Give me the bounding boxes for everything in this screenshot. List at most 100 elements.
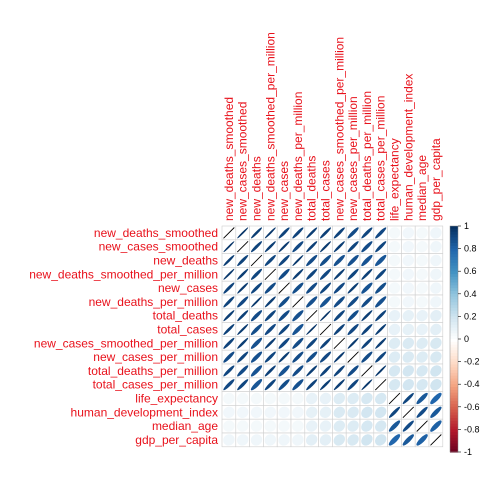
correlation-ellipse [375,406,387,418]
correlation-ellipse [430,254,442,267]
colorbar-segment [450,293,458,298]
correlation-ellipse [278,241,290,253]
diagonal-mark [319,323,332,336]
correlation-ellipse [237,351,249,363]
correlation-ellipse [402,323,414,336]
diagonal-mark [361,365,373,377]
correlation-ellipse [388,420,401,432]
correlation-ellipse [430,420,442,432]
correlation-ellipse [223,365,235,377]
colorbar-segment [450,240,458,244]
column-label: human_development_index [401,74,415,221]
correlation-ellipse [319,282,332,294]
correlation-ellipse [388,268,401,280]
correlation-ellipse [361,406,373,418]
correlation-ellipse [430,268,442,280]
correlation-ellipse [430,365,442,377]
correlation-ellipse [347,296,359,308]
correlation-ellipse [237,379,249,391]
correlation-ellipse [250,379,263,391]
correlation-ellipse [237,282,249,294]
correlation-ellipse [223,323,235,336]
correlation-ellipse [278,337,290,349]
correlation-ellipse [333,392,345,405]
correlation-ellipse [306,227,318,239]
column-label: new_cases_smoothed_per_million [332,37,346,221]
correlation-ellipse [388,240,401,253]
correlation-ellipse [250,392,263,405]
row-label: new_cases_per_million [93,350,218,364]
correlation-ellipse [306,324,318,335]
correlation-ellipse [333,434,345,446]
correlation-ellipse [347,310,359,322]
correlation-ellipse [375,296,387,308]
column-label: new_cases [277,161,291,221]
row-label: new_deaths_smoothed [94,226,218,240]
colorbar-tick-label: -0.4 [464,379,480,389]
correlation-ellipse [278,420,290,432]
correlation-ellipse [292,241,304,253]
correlation-ellipse [402,268,414,280]
correlation-ellipse [223,420,235,432]
correlation-ellipse [264,241,276,253]
colorbar-tick-label: -0.6 [464,402,480,412]
correlation-ellipse [402,254,414,267]
correlation-ellipse [416,323,428,336]
colorbar-segment [450,435,458,439]
correlation-ellipse [416,379,428,391]
correlation-ellipse [250,365,263,377]
column-label: gdp_per_capita [429,138,443,221]
correlation-ellipse [292,365,304,377]
correlation-ellipse [347,337,359,349]
correlation-ellipse [223,268,235,280]
correlation-ellipse [292,379,304,391]
column-label: total_deaths_per_million [360,91,374,221]
correlation-ellipse [292,255,304,266]
correlation-ellipse [264,337,276,349]
correlation-ellipse [416,365,428,377]
colorbar-segment [450,403,458,408]
colorbar-segment [450,339,458,343]
correlation-ellipse [223,296,235,308]
correlation-ellipse [361,351,373,363]
correlation-ellipse [361,310,373,322]
row-label: new_deaths_smoothed_per_million [29,267,218,281]
correlation-ellipse [292,434,304,446]
column-label: new_deaths [250,156,264,221]
correlation-ellipse [333,365,345,377]
correlation-ellipse [333,268,345,280]
correlation-ellipse [333,379,345,391]
correlation-ellipse [402,351,414,363]
correlation-ellipse [306,296,318,308]
correlation-ellipse [347,392,359,405]
correlation-ellipse [361,392,373,405]
correlation-ellipse [416,406,428,418]
correlation-ellipse [347,420,359,432]
colorbar-segment [450,389,458,394]
colorbar-segment [450,268,458,272]
colorbar-segment [450,251,458,255]
correlation-ellipse [320,310,331,322]
column-labels: new_deaths_smoothed new_cases_smoothed new… [222,32,443,221]
correlation-ellipse [278,365,290,377]
colorbar-segment [450,324,458,329]
colorbar-segment [450,285,458,289]
correlation-ellipse [264,365,276,377]
colorbar-segment [450,262,458,267]
correlation-ellipse [237,268,249,280]
correlation-ellipse [319,227,332,239]
diagonal-mark [223,227,235,239]
correlation-ellipse [430,282,442,294]
correlation-ellipse [375,282,387,294]
correlation-ellipse [416,351,428,363]
colorbar-segment [450,316,458,320]
correlation-ellipse [430,406,442,418]
correlation-ellipse [347,282,359,294]
correlation-ellipse [223,254,235,267]
colorbar-segment [450,412,458,416]
column-label: new_deaths_per_million [291,92,305,221]
colorbar-segment [450,257,458,261]
row-labels: new_deaths_smoothednew_cases_smoothednew… [29,226,218,447]
colorbar-segment [450,237,458,241]
correlation-ellipse [375,310,387,322]
